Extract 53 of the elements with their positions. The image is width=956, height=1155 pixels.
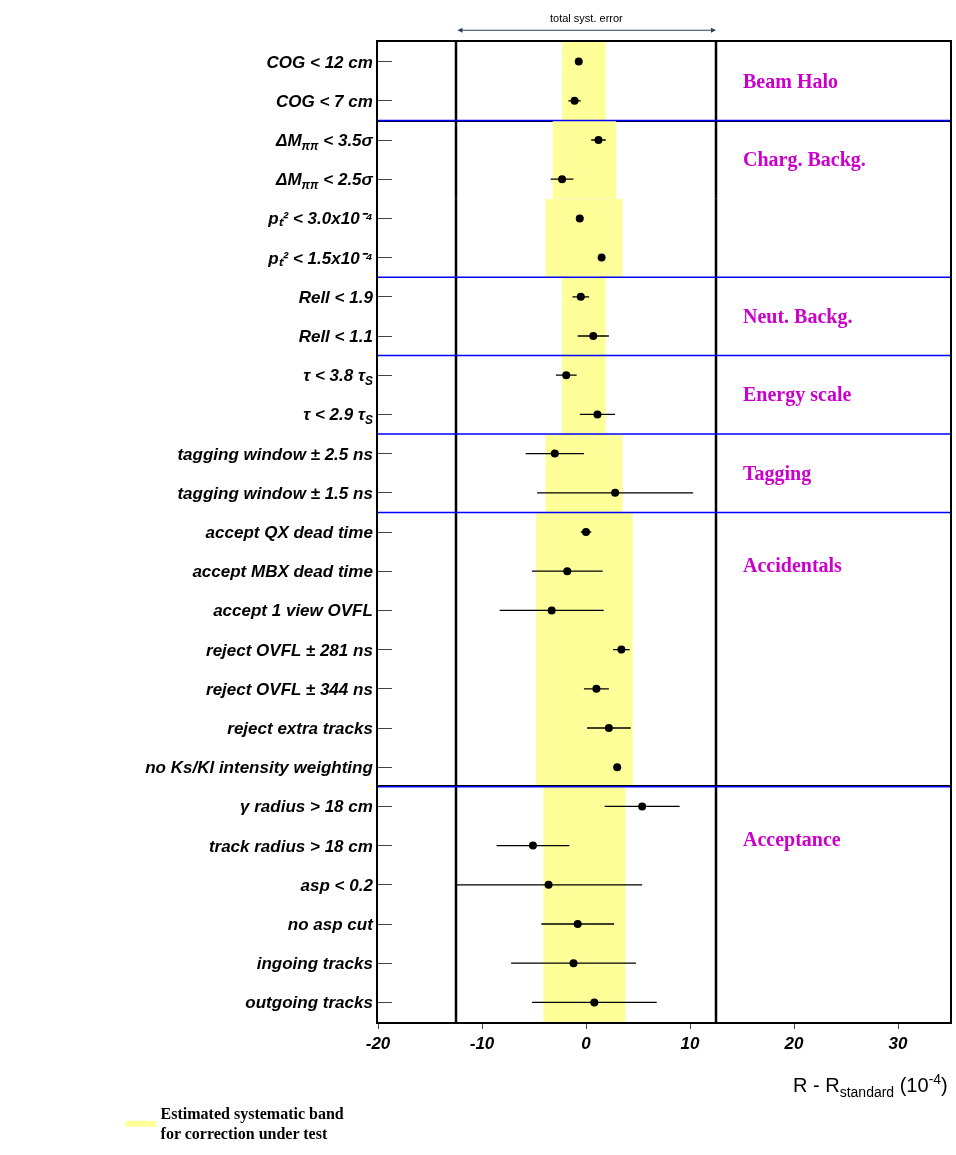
x-tick-label: -10	[469, 1034, 495, 1054]
y-tick-label: tagging window ± 2.5 ns	[177, 444, 373, 464]
y-tick-label: Rell < 1.1	[298, 326, 373, 346]
x-tick-label: -20	[365, 1034, 391, 1054]
chart-title: total syst. error	[550, 12, 624, 24]
y-tick-label: reject OVFL ± 344 ns	[206, 679, 373, 699]
y-tick-label: tagging window ± 1.5 ns	[177, 483, 373, 503]
legend-label: Estimated systematic band for correction under test	[160, 1104, 344, 1143]
point	[573, 920, 582, 928]
annotation: Neut. Backg.	[743, 305, 853, 328]
y-tick-label: asp < 0.2	[300, 875, 374, 895]
x-tick-label: 0	[581, 1034, 592, 1054]
y-tick-label: τ < 2.9 τ$_{S}$	[303, 405, 373, 427]
annotation: Acceptance	[743, 828, 841, 851]
point	[638, 802, 647, 811]
point	[528, 841, 537, 850]
point	[592, 684, 601, 693]
y-tick-label: COG < 7 cm	[275, 91, 373, 111]
y-tick-label: outgoing tracks	[245, 993, 373, 1013]
y-tick-label: pₜ² < 1.5x10⁻⁴	[267, 248, 373, 268]
annotation: Accidentals	[743, 554, 843, 576]
point	[590, 998, 599, 1007]
point	[613, 763, 622, 772]
point	[617, 645, 626, 654]
y-tick-label: accept 1 view OVFL	[213, 601, 373, 621]
annotation: Tagging	[743, 462, 812, 485]
point	[569, 959, 578, 968]
y-tick-label: τ < 3.8 τ$_{S}$	[303, 366, 373, 388]
point	[547, 606, 556, 615]
y-tick-label: ΔM$_{ππ}$ < 2.5σ	[275, 170, 374, 192]
point	[544, 880, 553, 889]
y-tick-label: accept MBX dead time	[192, 562, 373, 582]
y-tick-label: no Ks/Kl intensity weighting	[145, 758, 374, 778]
y-tick-label: Rell < 1.9	[298, 287, 374, 307]
annotation: Beam Halo	[743, 70, 838, 92]
annotation: Energy scale	[743, 383, 852, 406]
y-tick-label: track radius > 18 cm	[208, 836, 373, 856]
x-tick-label: 30	[888, 1034, 908, 1054]
y-tick-label: γ radius > 18 cm	[240, 797, 373, 817]
y-tick-label: COG < 12 cm	[266, 52, 373, 72]
annotation: Charg. Backg.	[743, 148, 866, 171]
x-tick-label: 20	[783, 1034, 804, 1054]
y-tick-label: pₜ² < 3.0x10⁻⁴	[267, 209, 373, 229]
y-tick-label: reject OVFL ± 281 ns	[206, 640, 373, 660]
point	[563, 567, 572, 576]
y-tick-label: accept QX dead time	[205, 522, 373, 542]
y-tick-label: ΔM$_{ππ}$ < 3.5σ	[275, 130, 374, 153]
y-tick-label: reject extra tracks	[227, 718, 373, 738]
y-tick-label: ingoing tracks	[256, 954, 373, 974]
point	[604, 724, 613, 732]
x-tick-label: 10	[680, 1034, 700, 1054]
x-axis-title: R - R$_{standard}$ (10$^{-4}$)	[793, 1071, 948, 1100]
y-tick-label: no asp cut	[287, 914, 375, 934]
